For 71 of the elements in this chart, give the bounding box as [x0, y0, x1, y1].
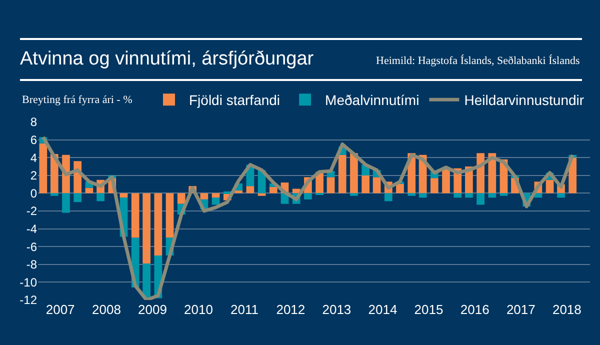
bar [177, 193, 186, 204]
x-tick-label: 2007 [46, 302, 75, 317]
y-tick-label: -6 [26, 240, 38, 254]
y-tick-label: -12 [20, 293, 38, 308]
y-tick-label: 8 [30, 115, 38, 130]
bar [50, 193, 58, 196]
bar [74, 193, 82, 202]
bar [488, 193, 496, 198]
bar [120, 193, 128, 198]
bar [131, 193, 140, 238]
bar [500, 193, 508, 196]
bar [142, 193, 150, 264]
x-tick-label: 2018 [552, 302, 582, 317]
bar [350, 153, 358, 194]
y-tick-label: -2 [26, 204, 38, 218]
bar [212, 193, 220, 198]
bar [372, 177, 381, 194]
bar [326, 177, 335, 194]
bar [557, 193, 565, 198]
bar [39, 143, 48, 194]
y-tick-label: -8 [26, 258, 38, 272]
y-tick-label: -4 [26, 222, 38, 236]
x-tick-label: 2012 [276, 302, 306, 317]
bar [454, 193, 462, 198]
bar [338, 154, 346, 194]
legend-label: Meðalvinnutími [325, 92, 420, 108]
y-tick-label: -10 [20, 275, 38, 290]
bar [408, 193, 416, 196]
legend-label: Heildarvinnustundir [464, 92, 584, 108]
bar [62, 193, 70, 213]
x-tick-label: 2017 [506, 302, 536, 317]
bar [246, 186, 254, 194]
x-tick-label: 2013 [322, 302, 352, 317]
bar [96, 193, 104, 202]
x-tick-label: 2011 [230, 302, 259, 317]
y-tick-label: 2 [30, 168, 38, 183]
x-tick-label: 2009 [138, 302, 167, 317]
text: Heimild: Hagstofa Íslands, Seðlabanki Íslands [376, 54, 580, 67]
bar [154, 193, 162, 256]
bar [258, 193, 266, 196]
line-series [41, 135, 574, 300]
bar [442, 168, 450, 194]
y-axis-title: Breyting frá fyrra ári - % [22, 94, 132, 106]
legend-label: Fjöldi starfandi [189, 92, 280, 108]
chart-title: Atvinna og vinnutími, ársfjórðungar [20, 48, 314, 70]
bar [212, 198, 220, 205]
bar [488, 153, 496, 194]
y-tick-label: 0 [30, 186, 38, 200]
y-tick-label: 4 [30, 150, 38, 165]
bar [304, 193, 312, 200]
x-tick-label: 2015 [414, 302, 444, 317]
x-tick-label: 2008 [92, 302, 121, 317]
bar [418, 193, 427, 198]
bar [476, 193, 484, 205]
bar [142, 264, 150, 298]
bar [430, 178, 438, 194]
bar [476, 153, 484, 194]
bar [350, 193, 358, 196]
bar [384, 193, 392, 202]
bar [234, 190, 243, 194]
bar [200, 193, 208, 200]
y-tick-label: 6 [30, 133, 38, 147]
x-tick-label: 2014 [368, 302, 398, 317]
bar [166, 193, 174, 238]
bar [396, 183, 404, 194]
bar [362, 175, 370, 194]
bar [546, 180, 554, 194]
x-tick-label: 2016 [460, 302, 490, 317]
bar [269, 186, 278, 194]
x-tick-label: 2010 [184, 302, 213, 317]
bar [465, 193, 473, 198]
